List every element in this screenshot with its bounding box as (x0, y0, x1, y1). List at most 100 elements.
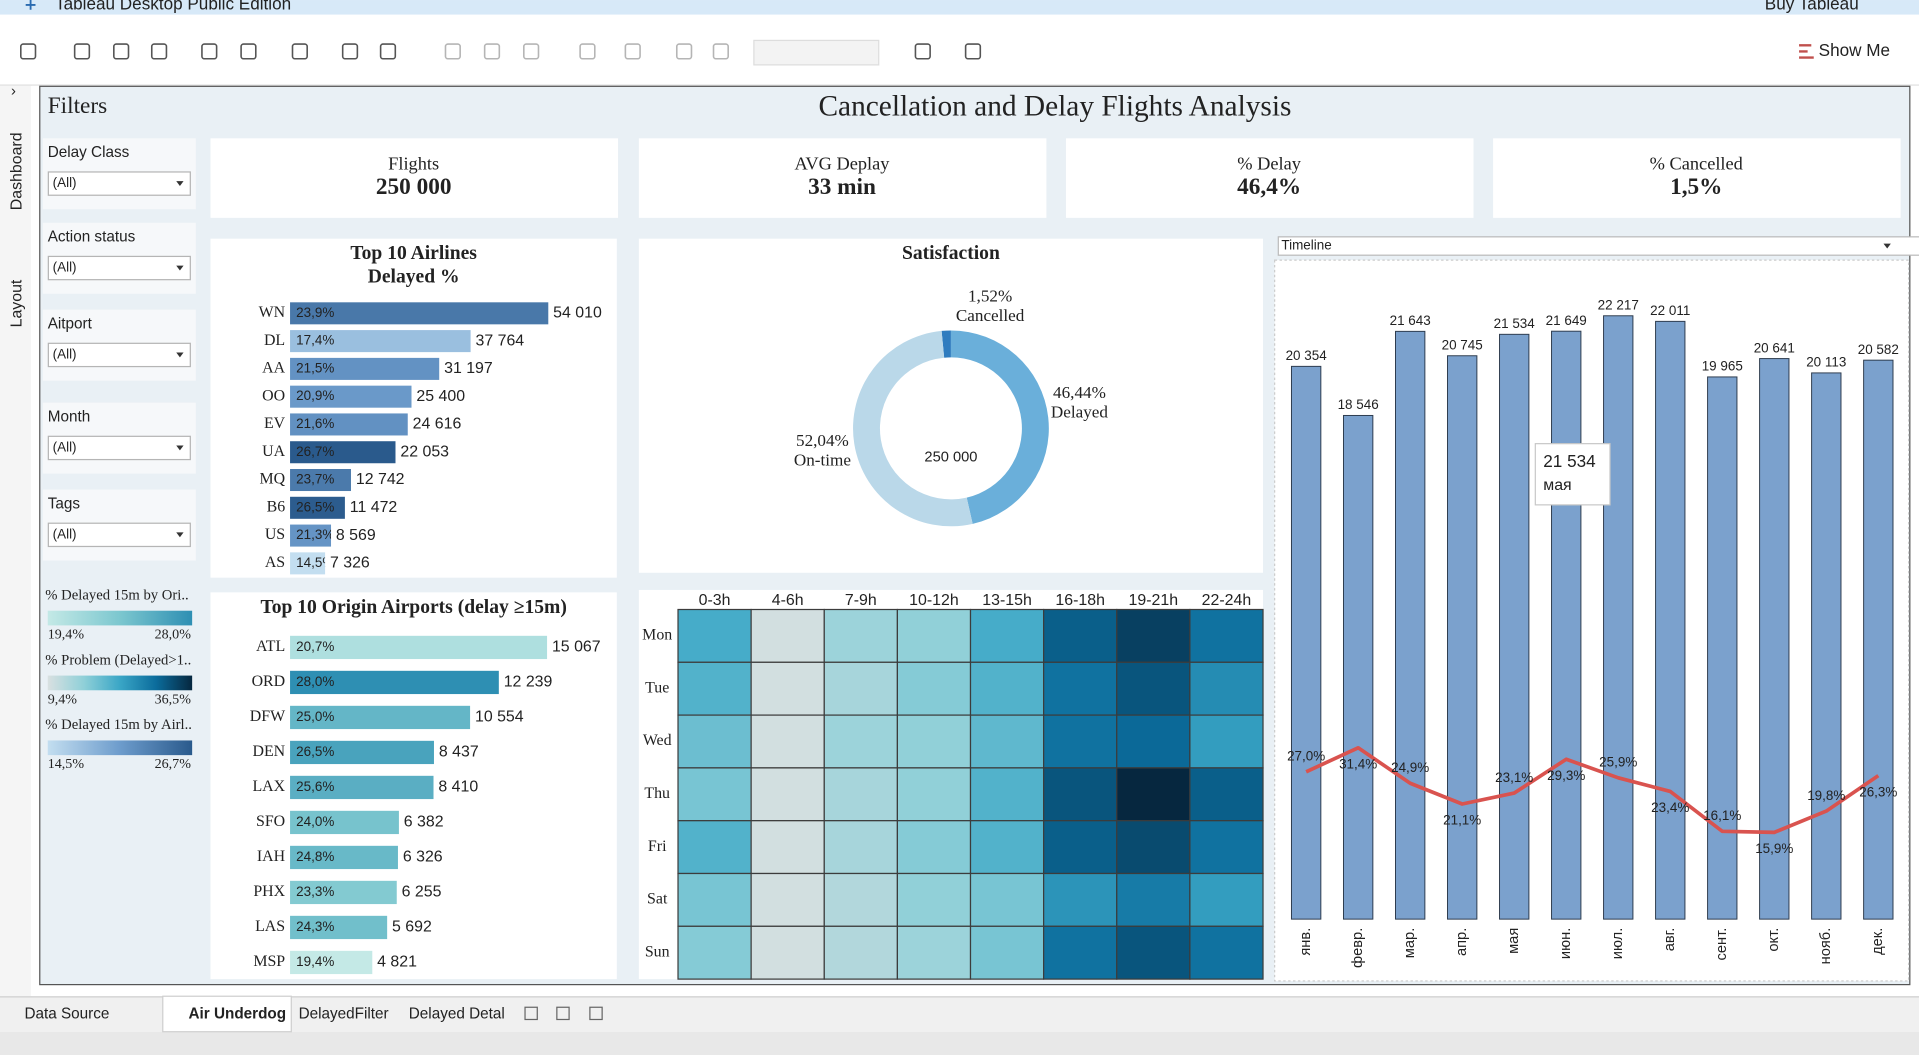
row-header: Mon (642, 627, 672, 644)
filter-value[interactable]: (All) (53, 175, 77, 190)
toolbar-icon[interactable] (914, 43, 931, 60)
heatmap-cell (677, 820, 752, 875)
expand-arrow[interactable]: › (11, 84, 16, 100)
tooltip (1534, 443, 1611, 506)
toolbar-icon[interactable] (379, 43, 397, 60)
buy-link[interactable]: Buy Tableau (1765, 0, 1859, 13)
filter-dropdown[interactable] (47, 255, 191, 281)
x-tick-label: февр. (1350, 928, 1366, 968)
new-sheet-icon[interactable] (589, 1006, 603, 1021)
legend-max: 36,5% (155, 691, 192, 707)
filter-value[interactable]: (All) (53, 346, 77, 361)
line-value-label: 15,9% (1755, 841, 1793, 856)
heatmap-cell (1116, 767, 1191, 822)
line (1305, 745, 1880, 835)
legend-min: 9,4% (48, 691, 78, 707)
bar (1603, 315, 1634, 920)
y-tick-label: AA (262, 360, 285, 377)
toolbar-icon[interactable] (150, 43, 168, 60)
line-value-label: 19,8% (1807, 788, 1845, 803)
heatmap-cell (750, 714, 825, 769)
toolbar-icon[interactable] (201, 43, 218, 60)
chart-title: Top 10 Airlines (350, 243, 477, 264)
side-tab[interactable]: Layout (8, 279, 25, 327)
bar-value-label: 6 382 (404, 814, 444, 831)
x-tick-label: нояб. (1818, 928, 1834, 965)
filter-dropdown[interactable] (47, 522, 191, 548)
heatmap-cell (1189, 714, 1264, 769)
heatmap-cell (1189, 872, 1264, 927)
bar (290, 670, 499, 695)
filter-dropdown[interactable] (47, 171, 191, 196)
toolbar-icon[interactable] (624, 43, 641, 60)
toolbar-icon[interactable] (291, 43, 308, 60)
heatmap-cell (677, 925, 752, 980)
y-tick-label: PHX (253, 883, 285, 900)
new-sheet-icon[interactable] (524, 1006, 538, 1021)
legend-title: % Problem (Delayed>1.. (45, 652, 191, 668)
toolbar (0, 14, 1919, 86)
x-tick-label: июл. (1610, 928, 1626, 960)
bar (1863, 359, 1894, 920)
heatmap-cell (969, 714, 1045, 769)
side-tab[interactable]: Dashboard (8, 132, 25, 210)
toolbar-icon[interactable] (444, 43, 461, 60)
toolbar-icon[interactable] (523, 43, 540, 60)
toolbar-icon[interactable] (483, 43, 501, 60)
toolbar-icon[interactable] (341, 43, 359, 60)
slice-value-label: 52,04% (796, 431, 849, 450)
bar (290, 635, 548, 660)
bar (1811, 372, 1842, 920)
filter-label: Action status (48, 228, 136, 245)
toolbar-icon[interactable] (113, 43, 130, 60)
timeline-dropdown-label[interactable]: Timeline (1281, 238, 1331, 253)
heatmap-cell (896, 872, 972, 927)
bar (1499, 333, 1530, 920)
donut-center-label: 250 000 (924, 450, 977, 466)
slice-category-label: On-time (794, 450, 851, 469)
show-me-button[interactable]: Show Me (1819, 40, 1890, 60)
toolbar-icon[interactable] (675, 43, 693, 60)
sheet-tab[interactable]: Data Source (24, 1006, 109, 1023)
dropdown-arrow (1883, 243, 1891, 249)
toolbar-icon[interactable] (964, 43, 982, 60)
timeline-dropdown[interactable] (1277, 236, 1919, 256)
filter-value[interactable]: (All) (53, 260, 77, 275)
toolbar-icon[interactable] (240, 43, 257, 60)
sheet-tab[interactable]: Air Underdog (188, 1006, 286, 1023)
bar (290, 915, 388, 940)
heatmap-cell (750, 661, 825, 716)
dropdown-arrow (176, 532, 184, 538)
kpi-card (1493, 138, 1901, 218)
toolbar-dropdown[interactable] (753, 39, 880, 66)
filter-value[interactable]: (All) (53, 440, 77, 455)
bar-value-label: 20 745 (1442, 338, 1483, 353)
filter-value[interactable]: (All) (53, 526, 77, 541)
bar-value-label: 12 742 (356, 471, 405, 488)
toolbar-icon[interactable] (20, 43, 37, 60)
heatmap-cell (1043, 767, 1118, 822)
toolbar-icon[interactable] (712, 43, 729, 60)
bar-pct-label: 26,5% (296, 744, 334, 759)
kpi-card (1065, 138, 1474, 218)
bar (290, 552, 326, 575)
kpi-value: 46,4% (1237, 174, 1301, 200)
heatmap-cell (677, 872, 752, 927)
legend-gradient (47, 610, 193, 626)
bar-value-label: 6 255 (402, 884, 442, 901)
toolbar-icon[interactable] (579, 43, 596, 60)
sheet-tab[interactable]: DelayedFilter (299, 1006, 389, 1023)
x-tick-label: дек. (1870, 928, 1886, 955)
line-value-label: 23,4% (1651, 800, 1689, 815)
sheet-tab[interactable]: Delayed Detal (409, 1006, 505, 1023)
heatmap-cell (896, 767, 972, 822)
new-sheet-icon[interactable] (556, 1006, 570, 1021)
line-value-label: 31,4% (1339, 756, 1377, 771)
toolbar-icon[interactable] (73, 43, 91, 60)
dashboard-title: Cancellation and Delay Flights Analysis (818, 91, 1291, 123)
heatmap-cell (823, 872, 899, 927)
filter-dropdown[interactable] (47, 342, 191, 368)
filter-dropdown[interactable] (47, 435, 191, 461)
y-tick-label: DEN (252, 743, 285, 760)
heatmap-cell (1116, 714, 1191, 769)
